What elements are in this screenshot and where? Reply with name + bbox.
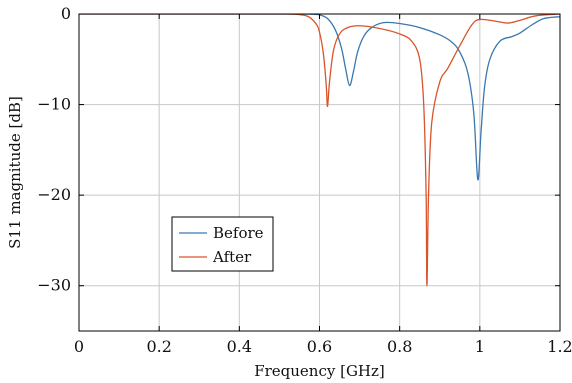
y-tick-label: −30 [37,276,71,295]
x-tick-label: 0.6 [307,337,332,356]
legend-label-before: Before [213,224,264,242]
x-tick-label: 0 [74,337,84,356]
legend: Before After [171,216,274,272]
tick-labels: 0 0.2 0.4 0.6 0.8 1 1.2 0 −10 −20 −30 [37,4,572,356]
x-tick-label: 0.4 [227,337,252,356]
grid [79,14,560,331]
y-axis-label: S11 magnitude [dB] [6,96,24,249]
legend-box [171,216,274,272]
series-line-after [79,14,560,287]
y-tick-label: −10 [37,95,71,114]
x-axis-label: Frequency [GHz] [254,362,385,380]
y-tick-label: 0 [61,4,71,23]
x-tick-label: 1 [475,337,485,356]
x-tick-label: 0.8 [387,337,412,356]
x-tick-label: 1.2 [547,337,572,356]
y-tick-label: −20 [37,185,71,204]
x-tick-label: 0.2 [146,337,171,356]
ticks [78,13,561,331]
legend-label-after: After [212,248,252,266]
